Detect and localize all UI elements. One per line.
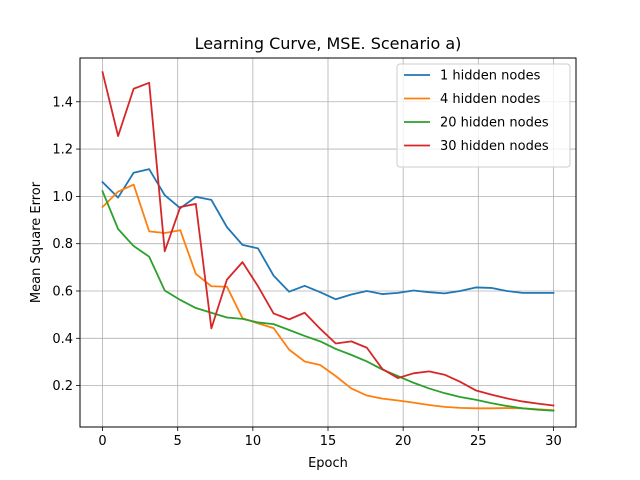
x-tick-label: 5 [174,434,182,449]
series-line-20-hidden-nodes [101,189,555,412]
x-tick-label: 15 [320,434,337,449]
y-tick-label: 0.6 [52,284,73,299]
x-tick-label: 0 [98,434,106,449]
series-line-4-hidden-nodes [101,183,555,412]
x-tick-label: 30 [545,434,562,449]
chart-title: Learning Curve, MSE. Scenario a) [195,34,462,53]
legend-box [396,63,571,168]
y-tick-label: 0.8 [52,237,73,252]
y-tick-label: 0.2 [52,379,73,394]
y-axis-title: Mean Square Error [29,181,44,303]
x-tick-label: 10 [245,434,262,449]
series-line-1-hidden-nodes [101,168,555,301]
legend-label-1-hidden-nodes: 1 hidden nodes [440,69,541,84]
x-tick-label: 25 [470,434,487,449]
series-line-30-hidden-nodes [101,71,555,407]
y-tick-label: 1.4 [52,95,73,110]
x-axis-title: Epoch [308,456,348,471]
x-tick-label: 20 [395,434,412,449]
y-tick-label: 1.0 [52,190,73,205]
plot-lines [101,71,555,412]
grid [80,58,576,427]
legend-label-30-hidden-nodes: 30 hidden nodes [440,139,549,154]
legend: 1 hidden nodes 4 hidden nodes 20 hidden no… [396,63,571,168]
axis-ticks: 0 5 10 15 20 25 30 0.2 0.4 0.6 0.8 1.0 1.2 1.4 [52,95,561,449]
y-tick-label: 1.2 [52,143,73,158]
legend-label-4-hidden-nodes: 4 hidden nodes [440,92,541,107]
y-tick-label: 0.4 [52,332,73,347]
legend-label-20-hidden-nodes: 20 hidden nodes [440,116,549,131]
